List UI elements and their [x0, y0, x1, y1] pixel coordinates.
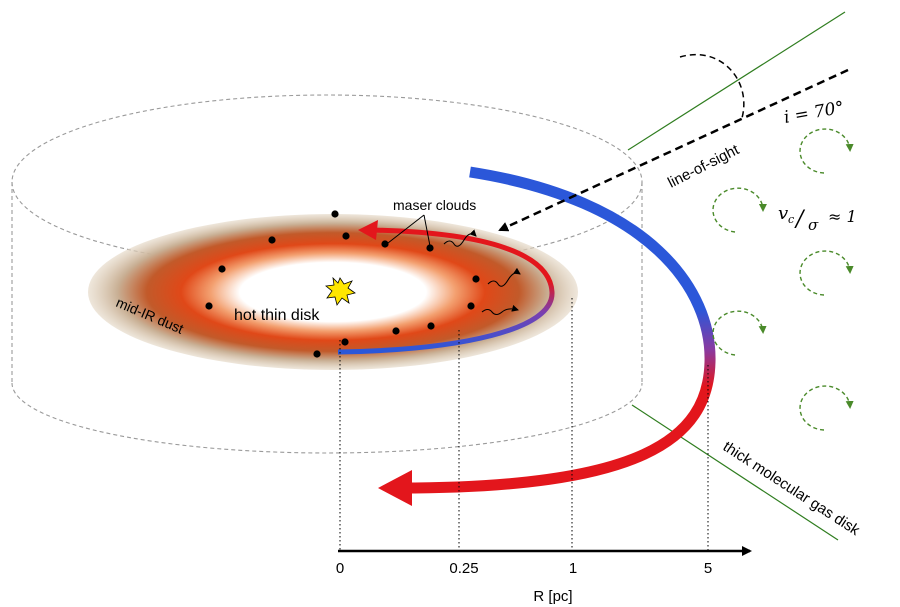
inner-arc-arrowhead	[358, 220, 378, 240]
turbulence-eddies	[712, 128, 854, 431]
inclination-label: i = 70°	[782, 98, 845, 128]
cylinder-outline	[11, 94, 643, 454]
inner-rotation-arc	[337, 227, 555, 355]
maser-pointer-lines	[387, 214, 431, 247]
ratio-sigma: σ	[808, 216, 819, 234]
thick-molecular-gas-disk-label: thick molecular gas disk	[720, 438, 863, 539]
ratio-slash: /	[794, 207, 806, 232]
hot-thin-disk-label: hot thin disk	[234, 307, 320, 324]
line-of-sight-arrow	[498, 68, 849, 232]
tick-label-0: 0	[336, 560, 344, 577]
ratio-v: v	[778, 203, 788, 224]
axis-tick-labels: 0 0.25 1 5	[336, 560, 712, 577]
tick-label-5: 5	[704, 560, 712, 577]
inclination-angle-arc	[679, 53, 745, 119]
maser-clouds-label: maser clouds	[393, 197, 476, 213]
ratio-approx: ≈ 1	[828, 207, 857, 226]
tick-label-0.25: 0.25	[449, 560, 478, 577]
maser-emission-arrows	[443, 229, 521, 316]
ratio-v-sub: c	[788, 213, 794, 226]
outer-arc-arrowhead	[378, 470, 412, 506]
tick-label-1: 1	[569, 560, 577, 577]
axis-title: R [pc]	[533, 588, 572, 605]
radius-projection-lines	[339, 298, 709, 550]
outer-rotation-arc	[399, 166, 716, 494]
sight-guide-lines	[627, 11, 846, 541]
vc-sigma-ratio: v c / σ ≈ 1	[778, 203, 857, 234]
central-engine-star-icon	[325, 276, 356, 306]
maser-cloud-dots	[205, 210, 480, 358]
